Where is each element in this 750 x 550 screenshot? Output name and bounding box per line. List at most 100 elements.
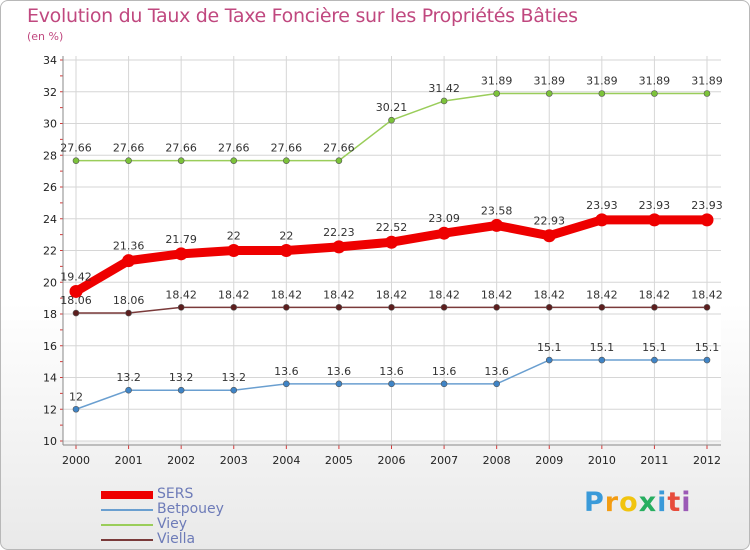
x-tick-label: 2007 (430, 454, 458, 467)
data-point-sers (69, 284, 83, 298)
data-label-betpouey: 12 (69, 390, 83, 403)
x-tick-label: 2012 (693, 454, 721, 467)
data-point-viey (703, 90, 711, 97)
data-label-viella: 18.42 (271, 288, 303, 301)
data-label-viella: 18.42 (428, 288, 460, 301)
chart-title: Evolution du Taux de Taxe Foncière sur l… (27, 5, 578, 27)
x-tick-label: 2009 (535, 454, 563, 467)
data-point-viella (283, 304, 290, 311)
data-point-betpouey (598, 356, 606, 364)
legend-item-viey: Viey (101, 516, 361, 532)
data-label-viey: 27.66 (60, 142, 92, 155)
x-tick-label: 2003 (220, 454, 248, 467)
data-point-betpouey (177, 386, 185, 394)
x-tick-label: 2011 (640, 454, 668, 467)
data-label-viella: 18.42 (586, 288, 618, 301)
x-tick-label: 2004 (272, 454, 300, 467)
data-label-viey: 31.89 (691, 74, 723, 87)
data-point-viella (72, 309, 80, 317)
data-label-betpouey: 13.2 (116, 371, 141, 384)
data-point-sers (437, 226, 451, 240)
logo-letter: r (604, 487, 620, 518)
data-label-viey: 31.89 (586, 74, 618, 87)
x-tick-label: 2006 (378, 454, 406, 467)
legend-label-viella: Viella (157, 531, 196, 547)
data-label-viella: 18.42 (376, 288, 408, 301)
y-tick-label: 24 (43, 213, 57, 226)
data-label-betpouey: 15.1 (695, 341, 720, 354)
series-betpouey: 12 13.2 13.2 13.2 13.6 13.6 13.6 13.6 13.6 15.1 15… (69, 341, 720, 413)
data-label-viey: 27.66 (323, 142, 355, 155)
data-point-sers (542, 229, 556, 243)
y-tick-label: 34 (43, 54, 57, 67)
y-tick-label: 12 (43, 403, 57, 416)
x-tick-label: 2008 (483, 454, 511, 467)
logo-letter: i (681, 487, 692, 518)
data-label-viey: 27.66 (271, 142, 303, 155)
data-label-sers: 22.93 (534, 215, 566, 228)
y-tick-label: 16 (43, 340, 57, 353)
data-point-sers (490, 218, 504, 232)
legend: SERS Betpouey Viey Viella (101, 486, 361, 547)
data-point-viey (388, 116, 395, 124)
data-label-viella: 18.42 (639, 288, 671, 301)
data-point-betpouey (388, 380, 395, 388)
data-point-viey (283, 157, 290, 164)
legend-item-viella: Viella (101, 531, 361, 547)
data-label-sers: 22 (227, 230, 241, 243)
data-point-sers (595, 213, 609, 227)
data-point-viey (440, 97, 448, 105)
logo-letter: o (619, 487, 639, 518)
data-label-betpouey: 13.2 (222, 371, 247, 384)
data-label-viella: 18.42 (534, 288, 566, 301)
data-point-viey (493, 90, 500, 97)
y-tick-label: 28 (43, 149, 57, 162)
data-label-viey: 31.89 (481, 74, 513, 87)
y-tick-label: 22 (43, 245, 57, 258)
data-point-betpouey (651, 356, 658, 364)
data-point-betpouey (125, 386, 132, 394)
data-label-sers: 22 (279, 230, 293, 243)
data-point-sers (700, 213, 714, 227)
legend-swatch-viella (101, 539, 153, 541)
data-label-viella: 18.42 (481, 288, 513, 301)
y-tick-label: 10 (43, 435, 57, 448)
data-label-sers: 22.23 (323, 226, 355, 239)
data-point-sers (174, 247, 188, 261)
data-point-viella (388, 304, 395, 311)
data-label-sers: 23.93 (586, 199, 618, 212)
legend-swatch-sers (101, 491, 153, 499)
data-label-betpouey: 15.1 (590, 341, 615, 354)
data-label-sers: 23.93 (691, 199, 723, 212)
data-point-betpouey (230, 386, 238, 394)
data-point-viella (598, 304, 606, 311)
data-point-betpouey (493, 380, 500, 388)
data-label-viey: 27.66 (165, 142, 197, 155)
data-label-betpouey: 13.6 (379, 365, 404, 378)
data-point-sers (279, 244, 293, 257)
data-point-sers (122, 254, 136, 268)
x-tick-label: 2002 (167, 454, 195, 467)
data-label-viella: 18.42 (323, 288, 355, 301)
data-label-sers: 23.09 (428, 212, 460, 225)
series-viella: 18.06 18.06 18.42 18.42 18.42 18.42 18.42 18.42… (60, 288, 723, 317)
logo-letter: P (584, 487, 605, 518)
data-label-viey: 31.89 (639, 74, 671, 87)
y-axis-unit-label: (en %) (27, 30, 64, 43)
data-point-betpouey (72, 405, 80, 413)
y-tick-label: 30 (43, 118, 57, 131)
data-label-sers: 23.58 (481, 204, 513, 217)
data-point-viey (72, 157, 80, 164)
data-point-betpouey (335, 380, 343, 388)
data-point-viey (651, 90, 658, 97)
x-tick-label: 2001 (115, 454, 143, 467)
data-label-betpouey: 13.6 (484, 365, 509, 378)
data-label-viella: 18.42 (218, 288, 250, 301)
data-point-sers (332, 240, 346, 254)
data-label-sers: 21.36 (113, 240, 145, 253)
data-label-viey: 30.21 (376, 101, 408, 114)
data-point-viella (230, 304, 238, 311)
series-viey: 27.66 27.66 27.66 27.66 27.66 27.66 30.21 31.42… (60, 74, 723, 164)
data-point-betpouey (545, 356, 553, 364)
